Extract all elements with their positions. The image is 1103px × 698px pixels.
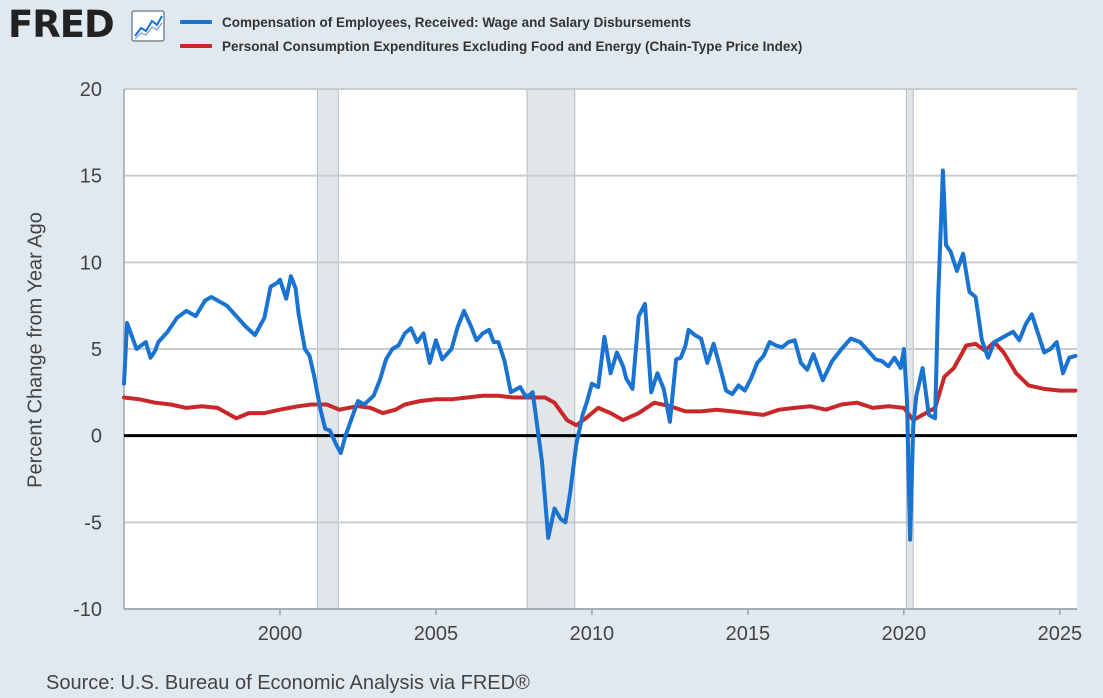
y-tick-label: 20 [80, 79, 102, 101]
x-tick-label: 2020 [882, 623, 927, 645]
legend-item[interactable]: Personal Consumption Expenditures Exclud… [180, 34, 802, 58]
x-tick-label: 2005 [414, 623, 459, 645]
series-line-wages[interactable] [122, 168, 1078, 542]
legend-label: Compensation of Employees, Received: Wag… [222, 14, 692, 30]
legend-label: Personal Consumption Expenditures Exclud… [222, 38, 803, 54]
legend-swatch [180, 20, 212, 24]
y-tick-label: 0 [91, 426, 102, 448]
x-tick-label: 2000 [258, 623, 303, 645]
x-tick-label: 2025 [1038, 623, 1083, 645]
y-tick-label: 10 [80, 252, 102, 274]
legend-item[interactable]: Compensation of Employees, Received: Wag… [180, 10, 802, 34]
y-tick-label: -10 [73, 599, 102, 621]
legend-swatch [180, 44, 212, 48]
source-note: Source: U.S. Bureau of Economic Analysis… [46, 672, 530, 694]
fred-logo: FRED [8, 3, 115, 46]
chart-legend: Compensation of Employees, Received: Wag… [180, 10, 802, 58]
x-tick-label: 2015 [726, 623, 771, 645]
y-tick-label: -5 [84, 512, 102, 534]
y-tick-label: 15 [80, 166, 102, 188]
y-tick-label: 5 [91, 339, 102, 361]
line-chart-icon [131, 10, 165, 42]
x-tick-label: 2010 [570, 623, 615, 645]
